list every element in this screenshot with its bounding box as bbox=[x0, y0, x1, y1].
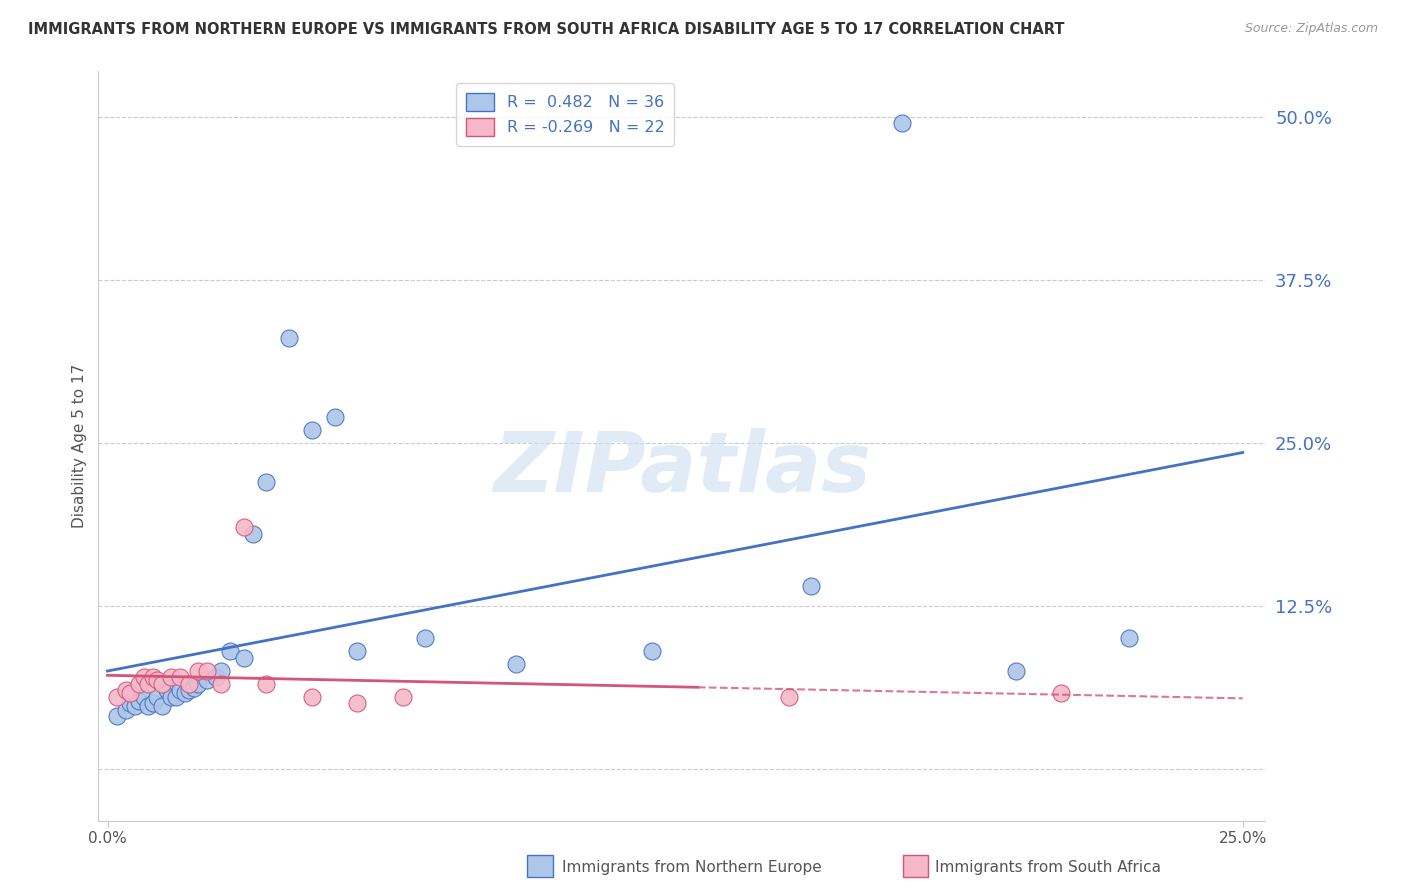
Point bbox=[165, 690, 187, 704]
Point bbox=[120, 686, 142, 700]
Point bbox=[301, 690, 323, 704]
Point bbox=[124, 698, 146, 713]
Point bbox=[232, 520, 254, 534]
Point bbox=[301, 423, 323, 437]
Point bbox=[323, 409, 346, 424]
Point bbox=[254, 475, 277, 489]
Point bbox=[120, 697, 142, 711]
Point bbox=[138, 698, 160, 713]
Text: Source: ZipAtlas.com: Source: ZipAtlas.com bbox=[1244, 22, 1378, 36]
Point bbox=[155, 683, 177, 698]
Text: IMMIGRANTS FROM NORTHERN EUROPE VS IMMIGRANTS FROM SOUTH AFRICA DISABILITY AGE 5: IMMIGRANTS FROM NORTHERN EUROPE VS IMMIG… bbox=[28, 22, 1064, 37]
Point bbox=[205, 670, 228, 684]
Point bbox=[187, 664, 209, 678]
Point bbox=[150, 698, 173, 713]
Point bbox=[197, 673, 219, 687]
Point bbox=[187, 677, 209, 691]
Point bbox=[138, 677, 160, 691]
Point bbox=[346, 697, 368, 711]
Point bbox=[128, 677, 150, 691]
Point bbox=[173, 686, 195, 700]
Point bbox=[1050, 686, 1073, 700]
Legend: R =  0.482   N = 36, R = -0.269   N = 22: R = 0.482 N = 36, R = -0.269 N = 22 bbox=[456, 83, 675, 145]
Point bbox=[778, 690, 800, 704]
Point bbox=[114, 683, 136, 698]
Point bbox=[146, 690, 169, 704]
Point bbox=[132, 670, 155, 684]
Point bbox=[415, 631, 437, 645]
Point bbox=[800, 579, 823, 593]
Point bbox=[197, 664, 219, 678]
Point bbox=[169, 670, 191, 684]
Point bbox=[142, 670, 165, 684]
Point bbox=[1004, 664, 1026, 678]
Point bbox=[209, 677, 232, 691]
Point bbox=[179, 683, 201, 698]
Point bbox=[105, 690, 128, 704]
Point bbox=[891, 116, 914, 130]
Point bbox=[128, 694, 150, 708]
Text: Immigrants from Northern Europe: Immigrants from Northern Europe bbox=[562, 861, 823, 875]
Point bbox=[505, 657, 527, 672]
Point bbox=[1118, 631, 1140, 645]
Point bbox=[114, 703, 136, 717]
Y-axis label: Disability Age 5 to 17: Disability Age 5 to 17 bbox=[72, 364, 87, 528]
Point bbox=[150, 677, 173, 691]
Point bbox=[146, 673, 169, 687]
Point bbox=[105, 709, 128, 723]
Point bbox=[183, 681, 205, 695]
Point bbox=[132, 690, 155, 704]
Point bbox=[391, 690, 413, 704]
Point bbox=[232, 650, 254, 665]
Point bbox=[169, 683, 191, 698]
Point bbox=[641, 644, 664, 658]
Point bbox=[219, 644, 242, 658]
Text: Immigrants from South Africa: Immigrants from South Africa bbox=[935, 861, 1161, 875]
Point bbox=[242, 527, 264, 541]
Point bbox=[179, 677, 201, 691]
Point bbox=[160, 690, 183, 704]
Text: ZIPatlas: ZIPatlas bbox=[494, 428, 870, 509]
Point bbox=[278, 331, 301, 345]
Point bbox=[254, 677, 277, 691]
Point bbox=[209, 664, 232, 678]
Point bbox=[160, 670, 183, 684]
Point bbox=[142, 697, 165, 711]
Point bbox=[346, 644, 368, 658]
